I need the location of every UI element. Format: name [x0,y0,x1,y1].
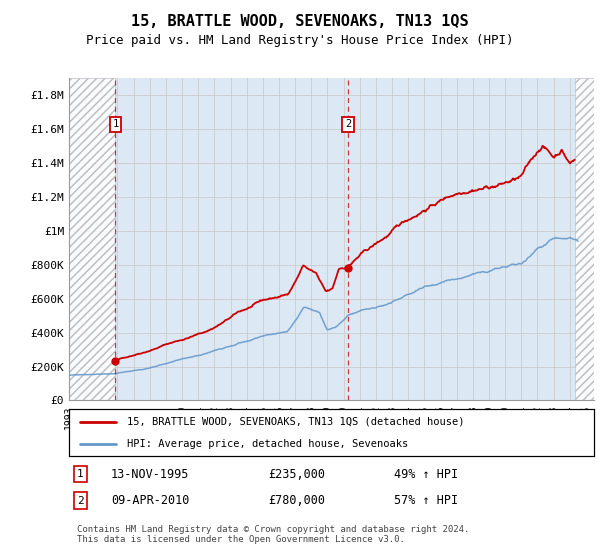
Text: 13-NOV-1995: 13-NOV-1995 [111,468,190,480]
Text: £235,000: £235,000 [269,468,325,480]
Text: 2: 2 [77,496,83,506]
Text: 09-APR-2010: 09-APR-2010 [111,494,190,507]
Text: £780,000: £780,000 [269,494,325,507]
Text: HPI: Average price, detached house, Sevenoaks: HPI: Average price, detached house, Seve… [127,438,408,449]
Text: 2: 2 [345,119,351,129]
Text: Price paid vs. HM Land Registry's House Price Index (HPI): Price paid vs. HM Land Registry's House … [86,34,514,46]
Text: 57% ↑ HPI: 57% ↑ HPI [395,494,458,507]
Text: Contains HM Land Registry data © Crown copyright and database right 2024.
This d: Contains HM Land Registry data © Crown c… [77,525,469,544]
Text: 15, BRATTLE WOOD, SEVENOAKS, TN13 1QS (detached house): 15, BRATTLE WOOD, SEVENOAKS, TN13 1QS (d… [127,417,464,427]
Text: 1: 1 [112,119,118,129]
Text: 1: 1 [77,469,83,479]
Text: 15, BRATTLE WOOD, SEVENOAKS, TN13 1QS: 15, BRATTLE WOOD, SEVENOAKS, TN13 1QS [131,14,469,29]
Text: 49% ↑ HPI: 49% ↑ HPI [395,468,458,480]
